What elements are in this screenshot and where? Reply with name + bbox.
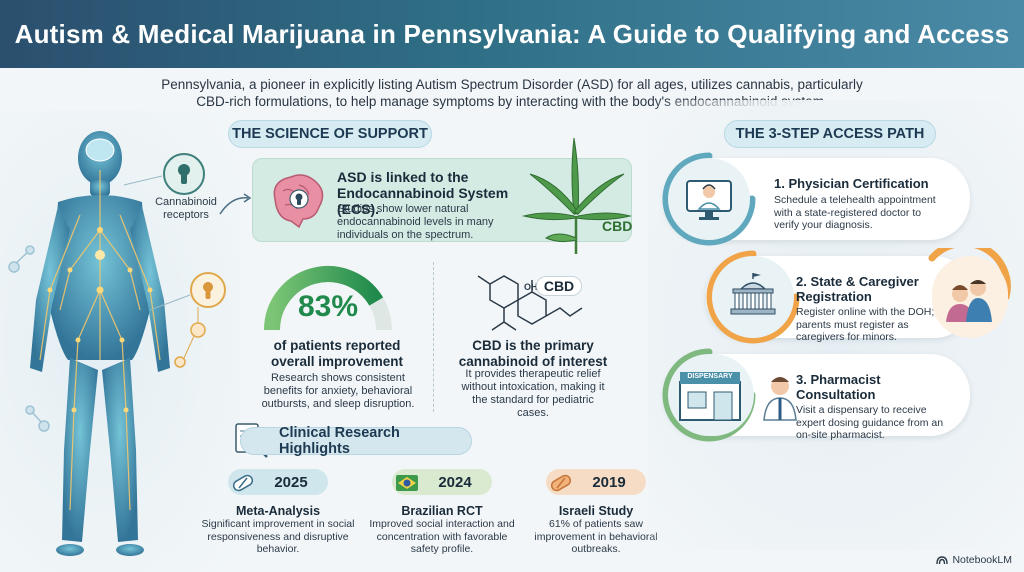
improvement-headline: of patients reported overall improvement xyxy=(270,338,404,369)
oh-label: OH xyxy=(524,282,538,292)
research-year-pill: 2019 xyxy=(546,469,646,495)
page-title: Autism & Medical Marijuana in Pennsylvan… xyxy=(14,18,1010,49)
science-heading: THE SCIENCE OF SUPPORT xyxy=(228,120,432,148)
ecs-description: Studies show lower natural endocannabino… xyxy=(337,203,494,241)
research-year: 2019 xyxy=(592,473,626,491)
capitol-building-icon xyxy=(730,273,776,315)
step-accent-ring xyxy=(662,152,756,246)
step-title: 3. Pharmacist Consultation xyxy=(796,372,881,402)
notebooklm-icon xyxy=(936,556,949,565)
improvement-percent: 83% xyxy=(297,290,359,323)
title-banner: Autism & Medical Marijuana in Pennsylvan… xyxy=(0,0,1024,68)
step-description: Schedule a telehealth appointment with a… xyxy=(774,194,936,231)
capsule-icon xyxy=(550,474,572,492)
dispensary-sign: DISPENSARY xyxy=(687,373,733,380)
ecs-title: ASD is linked to the Endocannabinoid Sys… xyxy=(337,169,509,217)
research-description: Significant improvement in social respon… xyxy=(201,518,355,555)
access-heading: THE 3-STEP ACCESS PATH xyxy=(724,120,936,148)
research-heading: Clinical Research Highlights xyxy=(240,425,472,457)
research-year: 2025 xyxy=(274,473,308,491)
step-description: Visit a dispensary to receive expert dos… xyxy=(796,404,944,441)
cbd-molecule-badge: CBD xyxy=(536,276,582,296)
step-accent-ring xyxy=(706,250,800,344)
brain-keyhole-icon xyxy=(273,174,324,229)
cannabis-leaf-icon xyxy=(522,137,632,254)
telehealth-doctor-icon xyxy=(686,180,732,220)
cbd-leaf-badge: CBD xyxy=(602,218,633,234)
section-divider xyxy=(433,262,434,412)
step-description: Register online with the DOH; parents mu… xyxy=(796,306,935,343)
research-title: Israeli Study xyxy=(558,504,634,518)
improvement-gauge xyxy=(264,266,392,331)
cannabinoid-receptors-label: Cannabinoid receptors xyxy=(155,196,217,221)
cbd-molecule-icon xyxy=(477,275,583,331)
brazil-flag-icon xyxy=(396,475,418,491)
dispensary-store-icon xyxy=(679,372,741,421)
improvement-description: Research shows consistent benefits for a… xyxy=(261,372,415,410)
research-description: Improved social interaction and concentr… xyxy=(369,518,515,555)
step-title: 1. Physician Certification xyxy=(774,176,929,191)
cbd-description: It provides therapeutic relief without i… xyxy=(461,368,605,419)
notebooklm-logo: NotebookLM xyxy=(936,554,1012,566)
pill-icon xyxy=(232,474,254,492)
family-icon-circle xyxy=(932,256,1008,338)
step-title: 2. State & Caregiver Registration xyxy=(796,274,919,304)
arrow-icon xyxy=(219,193,252,215)
family-icon xyxy=(946,280,992,322)
human-body-illustration xyxy=(8,131,226,556)
research-year: 2024 xyxy=(438,473,472,491)
research-title: Meta-Analysis xyxy=(235,504,321,518)
step-accent-ring xyxy=(928,248,1011,301)
brand-label: NotebookLM xyxy=(952,554,1012,566)
research-description: 61% of patients saw improvement in behav… xyxy=(534,518,658,555)
research-title: Brazilian RCT xyxy=(401,504,483,518)
cbd-headline: CBD is the primary cannabinoid of intere… xyxy=(458,338,608,369)
pharmacist-icon xyxy=(763,377,797,421)
